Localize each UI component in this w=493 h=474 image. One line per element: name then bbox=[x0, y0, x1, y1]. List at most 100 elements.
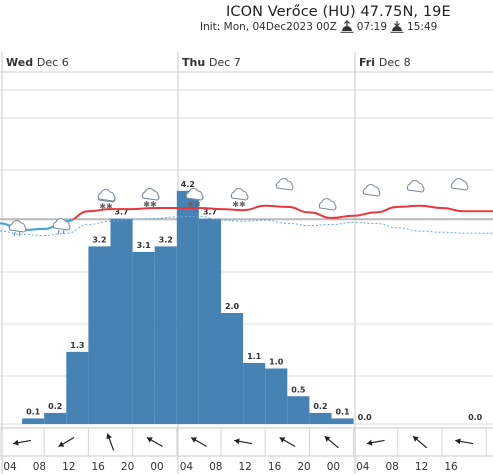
temperature-line-above-zero bbox=[71, 204, 493, 219]
snowflake-glyph: ✱✱ bbox=[99, 202, 113, 211]
chart-subtitle: Init: Mon, 04Dec2023 00Z 07:19 15:49 bbox=[200, 20, 437, 33]
precip-label: 1.1 bbox=[247, 352, 262, 361]
wind-arrow-head bbox=[58, 441, 65, 447]
precip-bar bbox=[44, 412, 67, 424]
precip-label: 3.7 bbox=[114, 208, 128, 217]
wind-arrow-head bbox=[106, 433, 112, 440]
rain-drop bbox=[18, 231, 21, 237]
x-tick-label: 08 bbox=[386, 461, 399, 473]
snow-cloud-icon: ✱✱ bbox=[141, 188, 160, 209]
rain-drop bbox=[57, 229, 60, 235]
wind-arrow-head bbox=[13, 439, 19, 446]
wind-arrow bbox=[106, 433, 115, 451]
cloud-shape bbox=[275, 178, 294, 191]
cloud-shape bbox=[8, 220, 27, 233]
cloud-icon bbox=[362, 184, 381, 197]
precip-bar bbox=[198, 218, 221, 424]
rain-drop bbox=[13, 231, 16, 237]
wind-arrow-head bbox=[146, 437, 153, 443]
precip-bar bbox=[66, 351, 89, 424]
init-label: Init: Mon, 04Dec2023 00Z bbox=[200, 20, 337, 33]
precip-label: 3.2 bbox=[159, 235, 173, 244]
precip-bar bbox=[110, 218, 133, 424]
wind-arrow bbox=[455, 438, 474, 445]
cloud-icon bbox=[275, 178, 294, 191]
chart-title: ICON Verőce (HU) 47.75N, 19E bbox=[226, 4, 451, 20]
x-tick-label: 16 bbox=[444, 461, 458, 473]
x-tick-label: 20 bbox=[121, 461, 134, 473]
precip-label: 4.2 bbox=[181, 180, 195, 189]
wind-arrow-head bbox=[413, 436, 419, 442]
precip-bar bbox=[132, 251, 155, 424]
rain-cloud-icon bbox=[8, 220, 27, 237]
wind-arrow bbox=[58, 436, 75, 448]
x-tick-label: 08 bbox=[33, 461, 46, 473]
sunset-time: 15:49 bbox=[407, 20, 438, 33]
day-label-1: Thu Dec 7 bbox=[182, 56, 241, 69]
cloud-shape bbox=[185, 188, 204, 201]
precip-bar bbox=[221, 313, 244, 424]
wind-arrow bbox=[146, 436, 163, 448]
wind-arrow bbox=[190, 436, 207, 448]
rain-cloud-icon bbox=[52, 218, 71, 235]
wind-arrow-head bbox=[366, 439, 373, 446]
cloud-shape bbox=[52, 218, 71, 231]
precip-bar bbox=[154, 246, 177, 424]
snowflake-glyph: ✱✱ bbox=[187, 200, 201, 209]
x-tick-label: 16 bbox=[92, 461, 106, 473]
cloud-shape bbox=[362, 184, 381, 197]
snowflake-glyph: ✱✱ bbox=[143, 200, 157, 209]
precip-label: 3.7 bbox=[203, 208, 217, 217]
precip-label: 1.0 bbox=[269, 358, 284, 367]
precip-bar bbox=[265, 368, 288, 424]
precip-label: 0.2 bbox=[313, 402, 327, 411]
x-tick-label: 12 bbox=[239, 461, 252, 473]
wind-arrow bbox=[13, 439, 32, 446]
wind-arrow bbox=[324, 435, 339, 449]
cloud-shape bbox=[230, 188, 249, 201]
rain-drop bbox=[62, 229, 65, 235]
wind-arrow bbox=[279, 436, 296, 448]
precip-label: 0.1 bbox=[335, 407, 350, 416]
cloud-shape bbox=[97, 189, 116, 202]
precip-label: 3.2 bbox=[92, 235, 106, 244]
precip-label: 0.1 bbox=[26, 407, 41, 416]
x-tick-label: 12 bbox=[62, 461, 75, 473]
precip-label: 0.5 bbox=[291, 385, 306, 394]
cloud-icon bbox=[185, 188, 204, 201]
precip-bar bbox=[22, 418, 45, 424]
snowflake-glyph: ✱✱ bbox=[143, 200, 157, 209]
cloud-shape bbox=[318, 198, 337, 211]
snow-cloud-icon: ✱✱ bbox=[230, 188, 249, 209]
x-tick-label: 16 bbox=[268, 461, 282, 473]
precip-label: 3.1 bbox=[137, 241, 152, 250]
x-tick-label: 04 bbox=[180, 461, 194, 473]
cloud-shape bbox=[141, 188, 160, 201]
x-tick-label: 00 bbox=[150, 461, 163, 473]
precip-bar bbox=[309, 412, 332, 424]
x-tick-label: 04 bbox=[3, 461, 17, 473]
snowflake-glyph: ✱✱ bbox=[232, 200, 246, 209]
x-tick-label: 00 bbox=[327, 461, 340, 473]
wind-arrow-head bbox=[455, 438, 461, 445]
precip-label: 1.3 bbox=[70, 341, 84, 350]
precip-bar bbox=[88, 246, 111, 424]
x-tick-label: 12 bbox=[415, 461, 428, 473]
precip-label: 0.0 bbox=[358, 413, 373, 422]
precip-label: 0.2 bbox=[48, 402, 62, 411]
wind-arrow bbox=[412, 435, 428, 449]
wind-arrow-head bbox=[234, 438, 240, 445]
precip-bar bbox=[331, 418, 354, 424]
precip-label: 0.0 bbox=[468, 413, 483, 422]
cloud-shape bbox=[450, 178, 469, 191]
cloud-icon bbox=[406, 180, 425, 193]
x-tick-label: 20 bbox=[297, 461, 310, 473]
x-tick-label: 08 bbox=[209, 461, 222, 473]
sunrise-icon bbox=[340, 20, 354, 33]
precip-label: 2.0 bbox=[225, 302, 240, 311]
cloud-shape bbox=[406, 180, 425, 193]
wind-arrow bbox=[234, 438, 253, 445]
wind-arrow-head bbox=[279, 437, 286, 443]
wind-arrow-head bbox=[324, 436, 331, 442]
